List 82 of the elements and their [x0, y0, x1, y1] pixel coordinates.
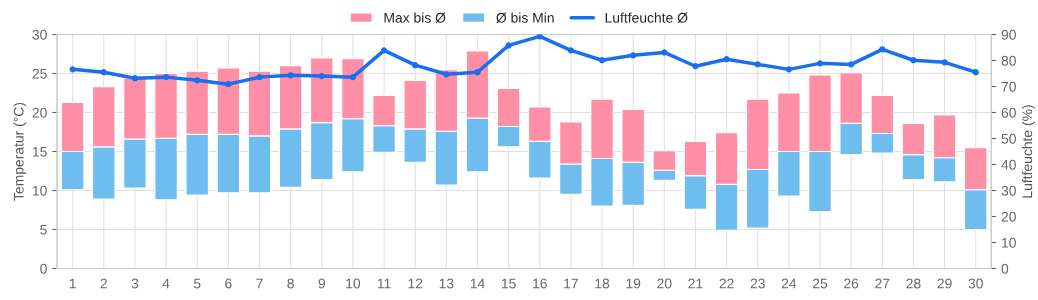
y2-tick-label: 10: [1002, 237, 1016, 248]
point: [349, 74, 357, 81]
point: [661, 49, 668, 56]
y2-tick-label: 50: [1001, 133, 1016, 144]
x-tick-label: 23: [750, 278, 765, 289]
y2-axis-title: Luftfeuchte (%): [1022, 105, 1035, 198]
point: [194, 77, 201, 84]
y2-tick-label: 20: [1001, 211, 1016, 222]
point: [131, 75, 139, 82]
x-tick-label: 8: [287, 278, 294, 289]
point: [100, 69, 107, 76]
x-tick-label: 13: [439, 278, 454, 289]
x-tick-label: 26: [844, 278, 859, 289]
x-tick-label: 10: [346, 278, 361, 289]
point: [598, 57, 606, 64]
x-tick-label: 22: [719, 278, 734, 289]
legend-label: Ø bis Min: [496, 12, 554, 23]
point: [380, 47, 388, 54]
point: [162, 74, 170, 81]
x-tick-label: 16: [533, 278, 547, 289]
x-tick-label: 5: [193, 278, 201, 289]
point: [879, 46, 886, 53]
x-tick-label: 14: [470, 278, 485, 289]
x-tick-label: 28: [906, 278, 921, 289]
x-tick-label: 21: [688, 278, 703, 289]
y2-tick-label: 30: [1001, 185, 1016, 196]
y2-tick-label: 80: [1001, 55, 1016, 66]
x-tick-label: 12: [408, 278, 423, 289]
x-tick-label: 30: [968, 278, 983, 289]
x-tick-label: 1: [69, 278, 76, 289]
y2-tick-label: 0: [1001, 263, 1009, 274]
x-tick-label: 4: [162, 278, 170, 289]
point: [443, 71, 450, 78]
point: [412, 62, 419, 69]
y2-tick-label: 40: [1001, 159, 1016, 170]
y-tick-label: 0: [40, 263, 47, 274]
point: [723, 56, 730, 63]
point: [256, 74, 263, 81]
point: [816, 60, 824, 67]
point: [692, 63, 699, 70]
y-tick-label: 30: [32, 29, 47, 40]
point: [972, 69, 979, 76]
x-tick-label: 29: [937, 278, 952, 289]
point: [754, 61, 761, 68]
x-tick-label: 7: [256, 278, 263, 289]
y-axis-title: Temperatur (°C): [13, 102, 27, 201]
x-tick-label: 18: [595, 278, 610, 289]
y2-tick-label: 70: [1001, 81, 1016, 92]
y-tick-label: 20: [32, 107, 47, 118]
point: [910, 57, 917, 64]
y-tick-label: 10: [32, 185, 47, 196]
point: [536, 34, 543, 40]
x-tick-label: 6: [225, 278, 232, 289]
x-tick-label: 2: [100, 278, 107, 289]
x-tick-label: 15: [501, 278, 516, 289]
point: [785, 66, 793, 73]
y2-tick-label: 60: [1001, 107, 1016, 118]
y2-tick-label: 90: [1001, 29, 1016, 40]
x-tick-label: 11: [377, 278, 391, 289]
x-tick-label: 27: [875, 278, 890, 289]
point: [474, 69, 481, 76]
point: [941, 59, 948, 66]
point: [630, 52, 637, 59]
point: [505, 42, 512, 49]
x-tick-label: 20: [657, 278, 672, 289]
point: [69, 66, 76, 73]
point: [567, 47, 575, 54]
point: [318, 72, 325, 80]
legend-label: Luftfeuchte Ø: [605, 12, 688, 23]
x-tick-label: 25: [813, 278, 828, 289]
point: [225, 81, 232, 88]
x-tick-label: 9: [318, 278, 325, 289]
legend-label: Max bis Ø: [384, 12, 446, 23]
y-tick-label: 25: [32, 68, 47, 79]
x-tick-label: 19: [626, 278, 641, 289]
point: [287, 72, 294, 79]
x-tick-label: 3: [131, 278, 139, 289]
y-tick-label: 15: [32, 146, 47, 157]
point: [848, 61, 855, 68]
x-tick-label: 24: [781, 278, 797, 289]
y-tick-label: 5: [40, 224, 47, 235]
x-tick-label: 17: [564, 278, 578, 289]
